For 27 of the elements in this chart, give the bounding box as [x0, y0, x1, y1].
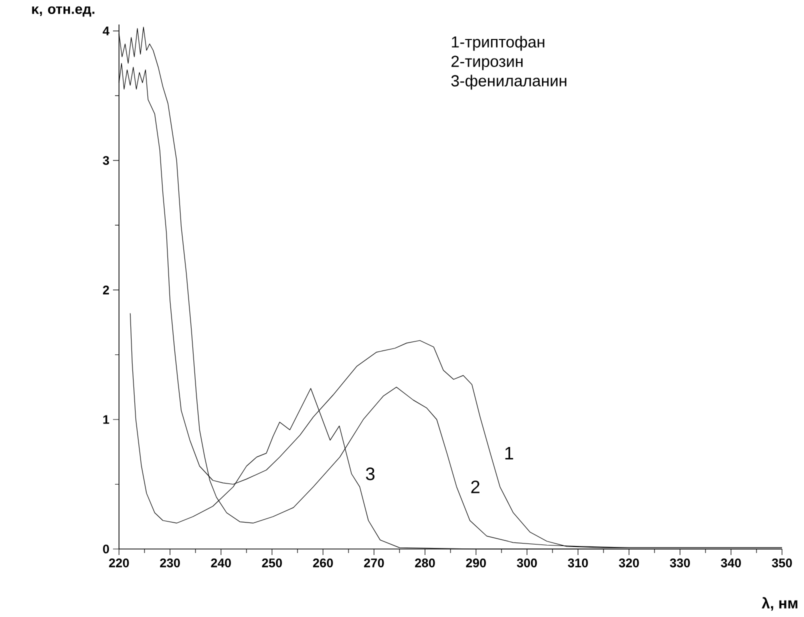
x-tick-label: 240: [211, 558, 231, 568]
annotation: 1-триптофан: [452, 36, 544, 51]
annotation: 3-фенилаланин: [451, 74, 566, 90]
x-tick-label: 340: [720, 558, 741, 568]
y-tick-label: 4: [102, 26, 110, 36]
x-tick-label: 250: [262, 558, 282, 568]
y-tick-label: 1: [103, 415, 110, 424]
series-label: 2: [471, 480, 480, 494]
x-tick-label: 220: [109, 558, 129, 568]
x-tick-label: 260: [313, 558, 333, 568]
x-tick-label: 330: [670, 558, 690, 568]
x-tick-label: 300: [516, 558, 537, 568]
y-axis-title: κ, отн.ед.: [32, 6, 94, 17]
x-tick-label: 230: [160, 558, 180, 568]
series-label: 3: [366, 468, 374, 480]
x-tick-label: 290: [466, 558, 486, 568]
x-tick-label: 320: [618, 558, 639, 568]
x-tick-label: 270: [364, 558, 384, 568]
y-tick-label: 2: [102, 286, 109, 294]
x-tick-label: 310: [568, 558, 588, 568]
x-axis-title: λ, нм: [762, 597, 798, 611]
x-tick-label: 350: [772, 558, 792, 568]
y-tick-label: 0: [103, 544, 109, 554]
y-tick-label: 3: [102, 156, 110, 165]
x-tick-label: 280: [415, 558, 435, 568]
series-label: 1: [505, 446, 514, 460]
annotation: 2-тирозин: [452, 56, 523, 70]
